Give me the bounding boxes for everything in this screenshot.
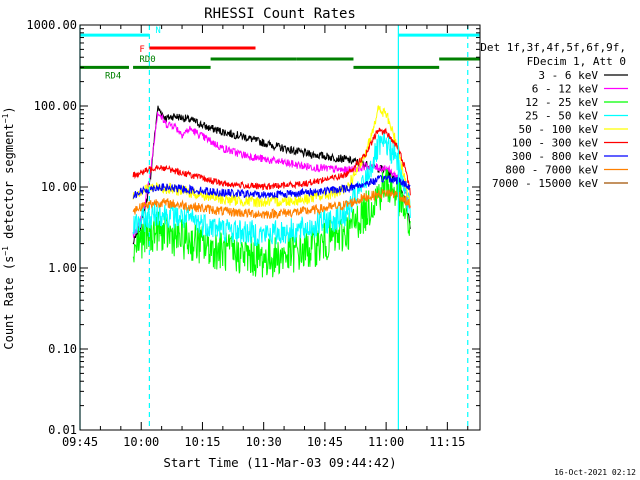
legend-label-7: 800 - 7000 keV — [505, 164, 598, 177]
bar-label-rd0: RD0 — [139, 55, 155, 65]
x-tick-label-0: 09:45 — [62, 435, 98, 449]
series-line-6 — [132, 174, 411, 199]
series-line-0 — [132, 105, 411, 245]
legend-label-0: 3 - 6 keV — [538, 69, 598, 82]
series-line-7 — [132, 189, 411, 219]
axes-group: 0.01 0.10 1.00 10.00 100.00 1000.00 09:45 10:00… — [26, 18, 481, 449]
legend-label-2: 12 - 25 keV — [525, 96, 598, 109]
legend-label-5: 100 - 300 keV — [512, 137, 598, 150]
legend-header-0: Det 1f,3f,4f,5f,6f,9f, — [480, 41, 626, 54]
y-tick-label-3: 10.00 — [41, 180, 77, 194]
y-tick-label-2: 1.00 — [48, 261, 77, 275]
footer-timestamp: 16-Oct-2021 02:12 — [554, 468, 636, 477]
y-tick-label-0: 0.01 — [48, 423, 77, 437]
series-line-5 — [132, 127, 411, 196]
legend-label-3: 25 - 50 keV — [525, 110, 598, 123]
legend-label-1: 6 - 12 keV — [532, 83, 599, 96]
legend-label-6: 300 - 800 keV — [512, 150, 598, 163]
legend: Det 1f,3f,4f,5f,6f,9f,FDecim 1, Att 03 -… — [480, 41, 628, 190]
legend-header-1: FDecim 1, Att 0 — [527, 55, 626, 68]
y-tick-label-4: 100.00 — [34, 99, 77, 113]
x-axis-label: Start Time (11-Mar-03 09:44:42) — [163, 455, 396, 470]
legend-label-8: 7000 - 15000 keV — [492, 177, 598, 190]
x-tick-label-1: 10:00 — [123, 435, 159, 449]
series-line-3 — [132, 131, 411, 247]
chart-title: RHESSI Count Rates — [204, 6, 356, 22]
x-tick-label-6: 11:15 — [429, 435, 465, 449]
series-group — [132, 105, 411, 278]
x-tick-label-2: 10:15 — [184, 435, 220, 449]
bar-label-f: F — [139, 45, 144, 55]
x-tick-label-4: 10:45 — [307, 435, 343, 449]
bar-label-rd4: RD4 — [105, 71, 121, 81]
y-axis-label: Count Rate (s−1 detector segment−1) — [1, 106, 16, 349]
y-tick-label-5: 1000.00 — [26, 18, 77, 32]
plot-frame — [79, 24, 481, 431]
x-tick-label-5: 11:00 — [368, 435, 404, 449]
x-tick-label-3: 10:30 — [246, 435, 282, 449]
bar-label-n: N — [155, 26, 160, 36]
legend-label-4: 50 - 100 keV — [519, 123, 599, 136]
series-line-1 — [132, 111, 411, 239]
y-tick-label-1: 0.10 — [48, 342, 77, 356]
